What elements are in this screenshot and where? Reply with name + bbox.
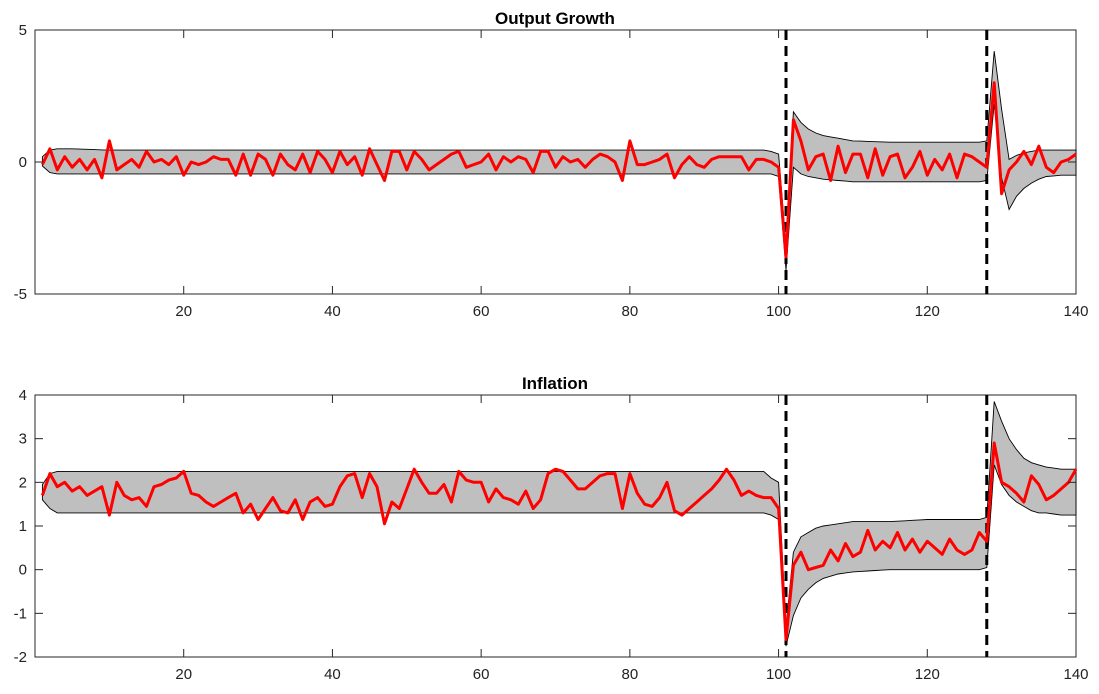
median-line — [41, 81, 1077, 259]
x-tick-label: 60 — [473, 303, 490, 320]
chart-panel-1: Output Growth 20 40 60 80 100 120 140 -5 0 5 — [14, 9, 1089, 320]
x-tick-label: 120 — [915, 303, 940, 320]
chart-panel-2: Inflation 20 40 60 80 100 120 140 -2 -1 0 1 2 3 4 — [14, 374, 1089, 683]
x-tick-label: 80 — [622, 666, 639, 683]
y-tick-label: -1 — [14, 605, 27, 622]
x-tick-label: 100 — [766, 666, 791, 683]
x-tick-label: 40 — [324, 666, 341, 683]
x-tick-label: 20 — [175, 303, 192, 320]
y-tick-label: -2 — [14, 649, 27, 666]
y-tick-label: 4 — [19, 387, 27, 404]
y-tick-label: -5 — [14, 286, 27, 303]
x-tick-label: 80 — [622, 303, 639, 320]
x-tick-label: 140 — [1063, 303, 1088, 320]
y-tick-label: 0 — [19, 154, 27, 171]
x-tick-label: 120 — [915, 666, 940, 683]
median-line — [40, 441, 1078, 641]
x-tick-label: 40 — [324, 303, 341, 320]
x-tick-label: 100 — [766, 303, 791, 320]
plot-area: 20 40 60 80 100 120 140 -5 0 5 — [14, 22, 1089, 320]
x-tick-label: 20 — [175, 666, 192, 683]
chart-title: Inflation — [522, 374, 588, 393]
plot-area: 20 40 60 80 100 120 140 -2 -1 0 1 2 3 4 — [14, 387, 1089, 683]
x-tick-label: 140 — [1063, 666, 1088, 683]
confidence-band — [41, 401, 1077, 647]
y-tick-label: 5 — [19, 22, 27, 39]
y-tick-label: 1 — [19, 518, 27, 535]
y-tick-label: 0 — [19, 562, 27, 579]
y-tick-label: 3 — [19, 431, 27, 448]
chart-title: Output Growth — [495, 9, 615, 28]
y-tick-label: 2 — [19, 474, 27, 491]
x-tick-label: 60 — [473, 666, 490, 683]
